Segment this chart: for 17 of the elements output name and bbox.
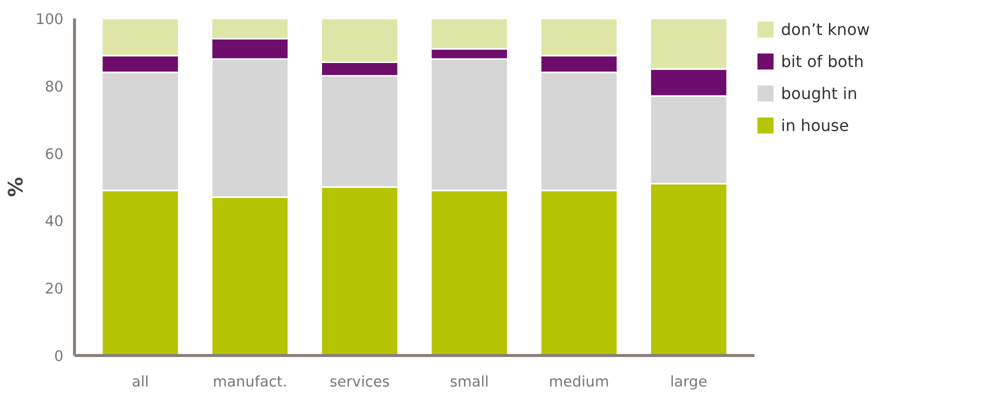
y-tick-label: 100 [36,11,64,28]
y-tick-label: 0 [54,348,64,365]
legend-label: bit of both [781,52,864,70]
x-tick-label: large [670,374,708,390]
y-axis-title: % [4,176,28,198]
y-tick-label: 20 [44,280,64,298]
x-tick-label: manufact. [212,374,288,390]
y-tick-label: 60 [44,146,64,163]
x-tick-label: medium [548,374,610,390]
legend-label: in house [781,116,849,134]
legend-label: don’t know [781,20,870,38]
y-tick-label: 80 [44,78,64,96]
y-tick-label: 40 [44,213,64,230]
x-tick-label: small [450,374,489,390]
legend-label: bought in [781,84,858,102]
x-tick-label: all [132,374,149,390]
x-tick-label: services [330,374,390,390]
